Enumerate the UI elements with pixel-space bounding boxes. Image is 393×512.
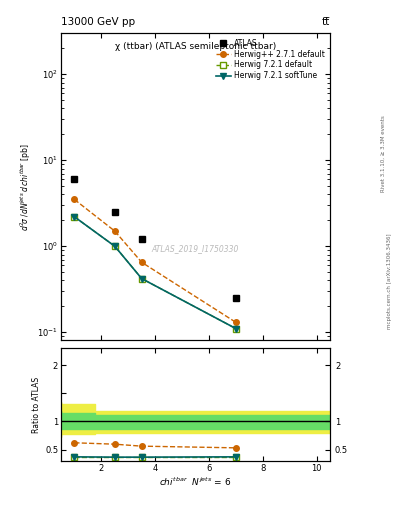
X-axis label: $chi^{tbar}$  $N^{jets}$ = 6: $chi^{tbar}$ $N^{jets}$ = 6	[160, 475, 231, 488]
Text: ATLAS_2019_I1750330: ATLAS_2019_I1750330	[152, 244, 239, 253]
Legend: ATLAS, Herwig++ 2.7.1 default, Herwig 7.2.1 default, Herwig 7.2.1 softTune: ATLAS, Herwig++ 2.7.1 default, Herwig 7.…	[214, 37, 326, 82]
Y-axis label: Ratio to ATLAS: Ratio to ATLAS	[32, 376, 41, 433]
Text: 13000 GeV pp: 13000 GeV pp	[61, 17, 135, 27]
Text: mcplots.cern.ch [arXiv:1306.3436]: mcplots.cern.ch [arXiv:1306.3436]	[387, 234, 391, 329]
Text: χ (ttbar) (ATLAS semileptonic ttbar): χ (ttbar) (ATLAS semileptonic ttbar)	[115, 42, 276, 52]
Text: Rivet 3.1.10, ≥ 3.3M events: Rivet 3.1.10, ≥ 3.3M events	[381, 115, 386, 192]
Y-axis label: $d^2\!\sigma\,/\,dN^{\!jets}\,d\,chi^{tbar}$ [pb]: $d^2\!\sigma\,/\,dN^{\!jets}\,d\,chi^{tb…	[19, 143, 33, 231]
Text: tt̅: tt̅	[322, 17, 330, 27]
